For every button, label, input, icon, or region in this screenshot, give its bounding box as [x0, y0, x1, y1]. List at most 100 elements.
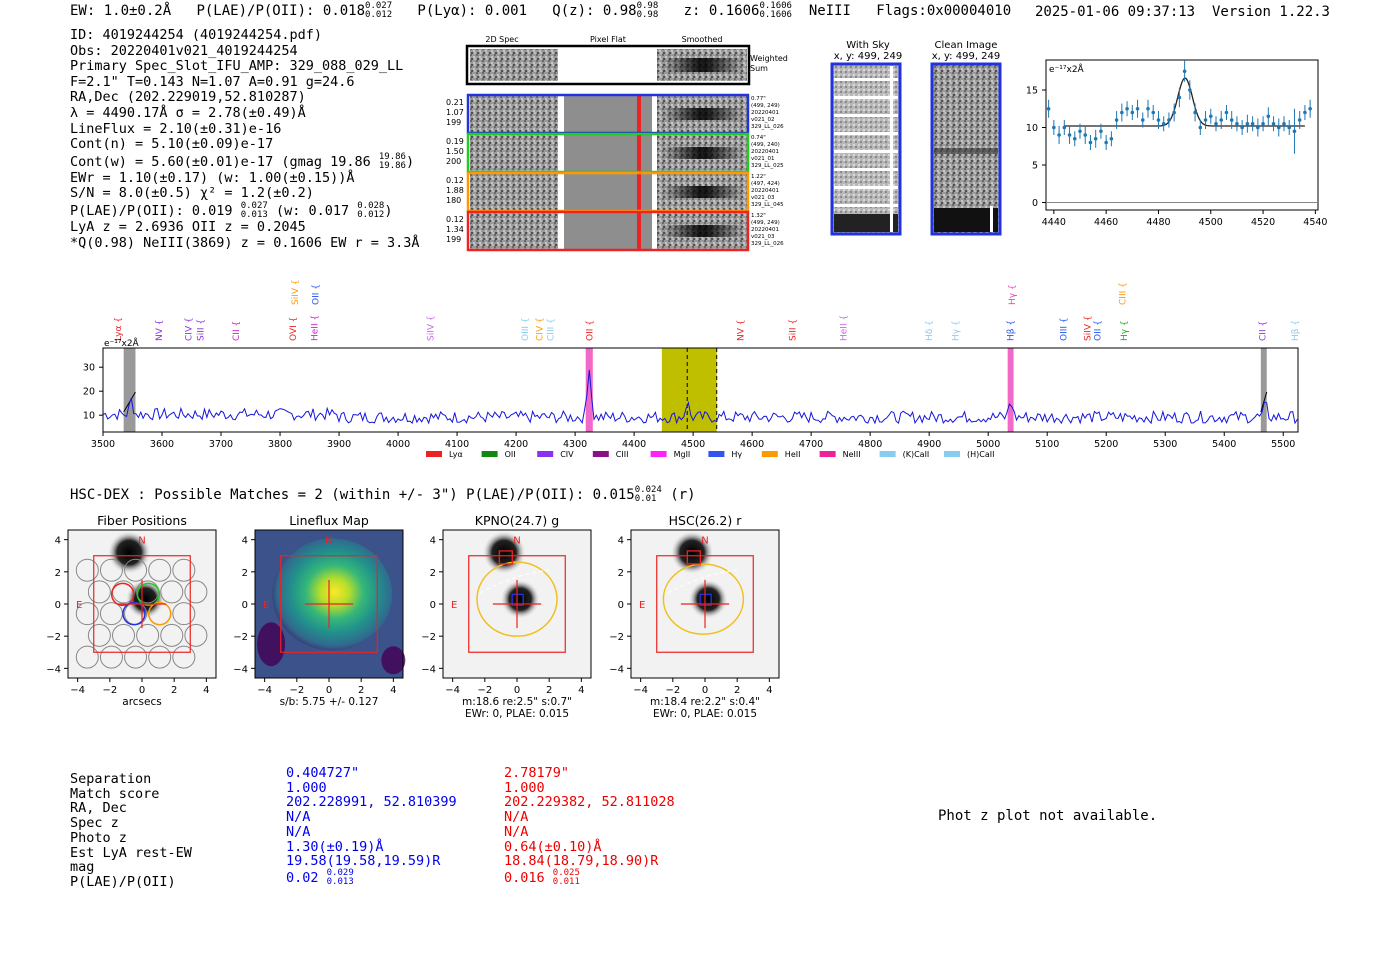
legend-label: MgII [674, 450, 691, 459]
table-cell: 19.58(19.58,19.59)R [286, 853, 441, 870]
table-cell: N/A [504, 809, 529, 826]
weighted-2dspec [470, 49, 558, 81]
legend-label: HeII [785, 450, 801, 459]
row-blob [662, 147, 744, 159]
info-contw: Cont(w) = 5.60(±0.01)e-17 (gmag 19.86 [70, 153, 371, 170]
thumb-xtick-label: −2 [289, 685, 304, 696]
fiber-circle [172, 558, 196, 582]
table-cell: 1.30(±0.19)Å [286, 838, 384, 855]
row-left-label: 199 [446, 118, 461, 127]
fiber-circle [87, 580, 111, 604]
zoom-ytick-label: 5 [1032, 161, 1038, 172]
full-xtick-label: 5000 [976, 439, 1000, 450]
legend-swatch [944, 451, 960, 457]
line-label: CIII { [1119, 282, 1129, 305]
search-box [656, 555, 754, 653]
thumb-ytick-label: 4 [618, 536, 624, 547]
thumb-caption: s/b: 5.75 +/- 0.127 [280, 696, 379, 708]
row-2dspec [470, 96, 558, 132]
fiber-circle [99, 645, 123, 669]
info-lineflux: LineFlux = 2.10(±0.31)e-16 [70, 120, 282, 137]
pink-band [1007, 348, 1014, 432]
zoom-point [1088, 140, 1093, 145]
contw-lo: 19.86 [378, 160, 406, 171]
legend-label: NeIII [843, 450, 861, 459]
hsc-header-text: HSC-DEX : Possible Matches = 2 (within +… [70, 487, 635, 503]
aperture-arc [667, 569, 738, 594]
zoom-point [1182, 69, 1187, 74]
line-name: NeIII [808, 3, 851, 19]
row-left-label: 180 [446, 196, 461, 205]
thumbnail-row: Fiber Positions N E −4 −2 0 2 4 4 2 0 −2 −4 arcsecs Li… [46, 513, 780, 720]
zoom-point [1240, 125, 1244, 130]
fiber-circle [148, 645, 172, 669]
col-label-pixelflat: Pixel Flat [590, 35, 626, 44]
info-neiii: *Q(0.98) NeIII(3869) z = 0.1606 EW r = 3… [70, 234, 420, 251]
row-left-label: 0.12 [446, 215, 464, 224]
row-right-label: 329_LL_045 [751, 202, 784, 208]
photz-message: Phot z plot not available. [938, 808, 1158, 824]
legend-label: OII [505, 450, 516, 459]
compass-e: E [639, 600, 645, 611]
zoom-point [1297, 118, 1302, 122]
line-label: CII { [232, 321, 242, 341]
zoom-point [1109, 136, 1114, 141]
info-plae-w-hi: 0.028 [357, 200, 385, 211]
zoom-point [1172, 110, 1176, 115]
thumb-ytick-label: −4 [46, 664, 61, 675]
thumb-caption: arcsecs [122, 696, 161, 708]
search-box [93, 555, 191, 653]
legend-label: Hγ [731, 450, 742, 459]
full-xtick-label: 4700 [799, 439, 823, 450]
line-label: OII { [585, 320, 595, 341]
zoom-point [1120, 110, 1124, 115]
full-xtick-label: 4500 [681, 439, 705, 450]
hsc-dex-header: HSC-DEX : Possible Matches = 2 (within +… [70, 486, 696, 504]
zoom-xtick-label: 4460 [1094, 217, 1118, 228]
zoom-point [1219, 118, 1224, 122]
zoom-point [1224, 110, 1229, 115]
line-label: OIII { [521, 317, 531, 341]
table-cell: N/A [286, 823, 311, 840]
row-gap [653, 135, 656, 171]
info-contw-row: Cont(w) = 5.60(±0.01)e-17 (gmag 19.86 19… [70, 151, 415, 171]
zoom-xtick-label: 4520 [1251, 217, 1275, 228]
info-plae: P(LAE)/P(OII): 0.019 [70, 202, 233, 219]
compass-n: N [701, 536, 708, 547]
info-plae-w: (w: 0.017 [275, 202, 350, 219]
line-label: HeII { [840, 315, 850, 341]
full-xtick-label: 3600 [150, 439, 174, 450]
full-xtick-label: 4200 [504, 439, 528, 450]
thumb-xtick-label: 4 [766, 685, 772, 696]
table-label: Separation [70, 771, 152, 787]
legend-label: CIV [560, 450, 574, 459]
row-right-label: 1.22" [751, 174, 766, 180]
table-cell: 0.404727" [286, 765, 360, 781]
fiber-circle [124, 558, 148, 582]
zoom-point [1203, 118, 1208, 122]
clean-stripes [934, 148, 998, 232]
qz-text: Q(z): 0.98 [552, 3, 637, 19]
info-lya: LyA z = 2.6936 OII z = 0.2045 [70, 218, 306, 235]
fiber-circle [172, 645, 196, 669]
full-xtick-label: 3500 [91, 439, 115, 450]
full-xtick-label: 5100 [1035, 439, 1059, 450]
row-2dspec [470, 135, 558, 171]
full-xtick-label: 3700 [209, 439, 233, 450]
line-label: CII { [1259, 321, 1269, 341]
zoom-point [1052, 125, 1056, 130]
zoom-point [1276, 125, 1281, 130]
line-label: OII { [1093, 320, 1103, 341]
z-hi: 0.1606 [759, 1, 792, 11]
thumb-xtick-label: 4 [390, 685, 396, 696]
thumb-xtick-label: 2 [546, 685, 552, 696]
info-radec: RA,Dec (202.229019,52.810287) [70, 89, 306, 106]
row-right-label: (499, 249) [751, 103, 780, 109]
zoom-point [1292, 129, 1297, 134]
zoom-point [1161, 121, 1166, 126]
thumb-ytick-label: −4 [421, 664, 436, 675]
row-left-label: 1.50 [446, 147, 464, 156]
table-blue-column: 0.404727" 1.000 202.228991, 52.810399 N/A N/… [286, 766, 457, 887]
row-left-label: 1.88 [446, 186, 464, 195]
row-left-label: 0.21 [446, 98, 464, 107]
